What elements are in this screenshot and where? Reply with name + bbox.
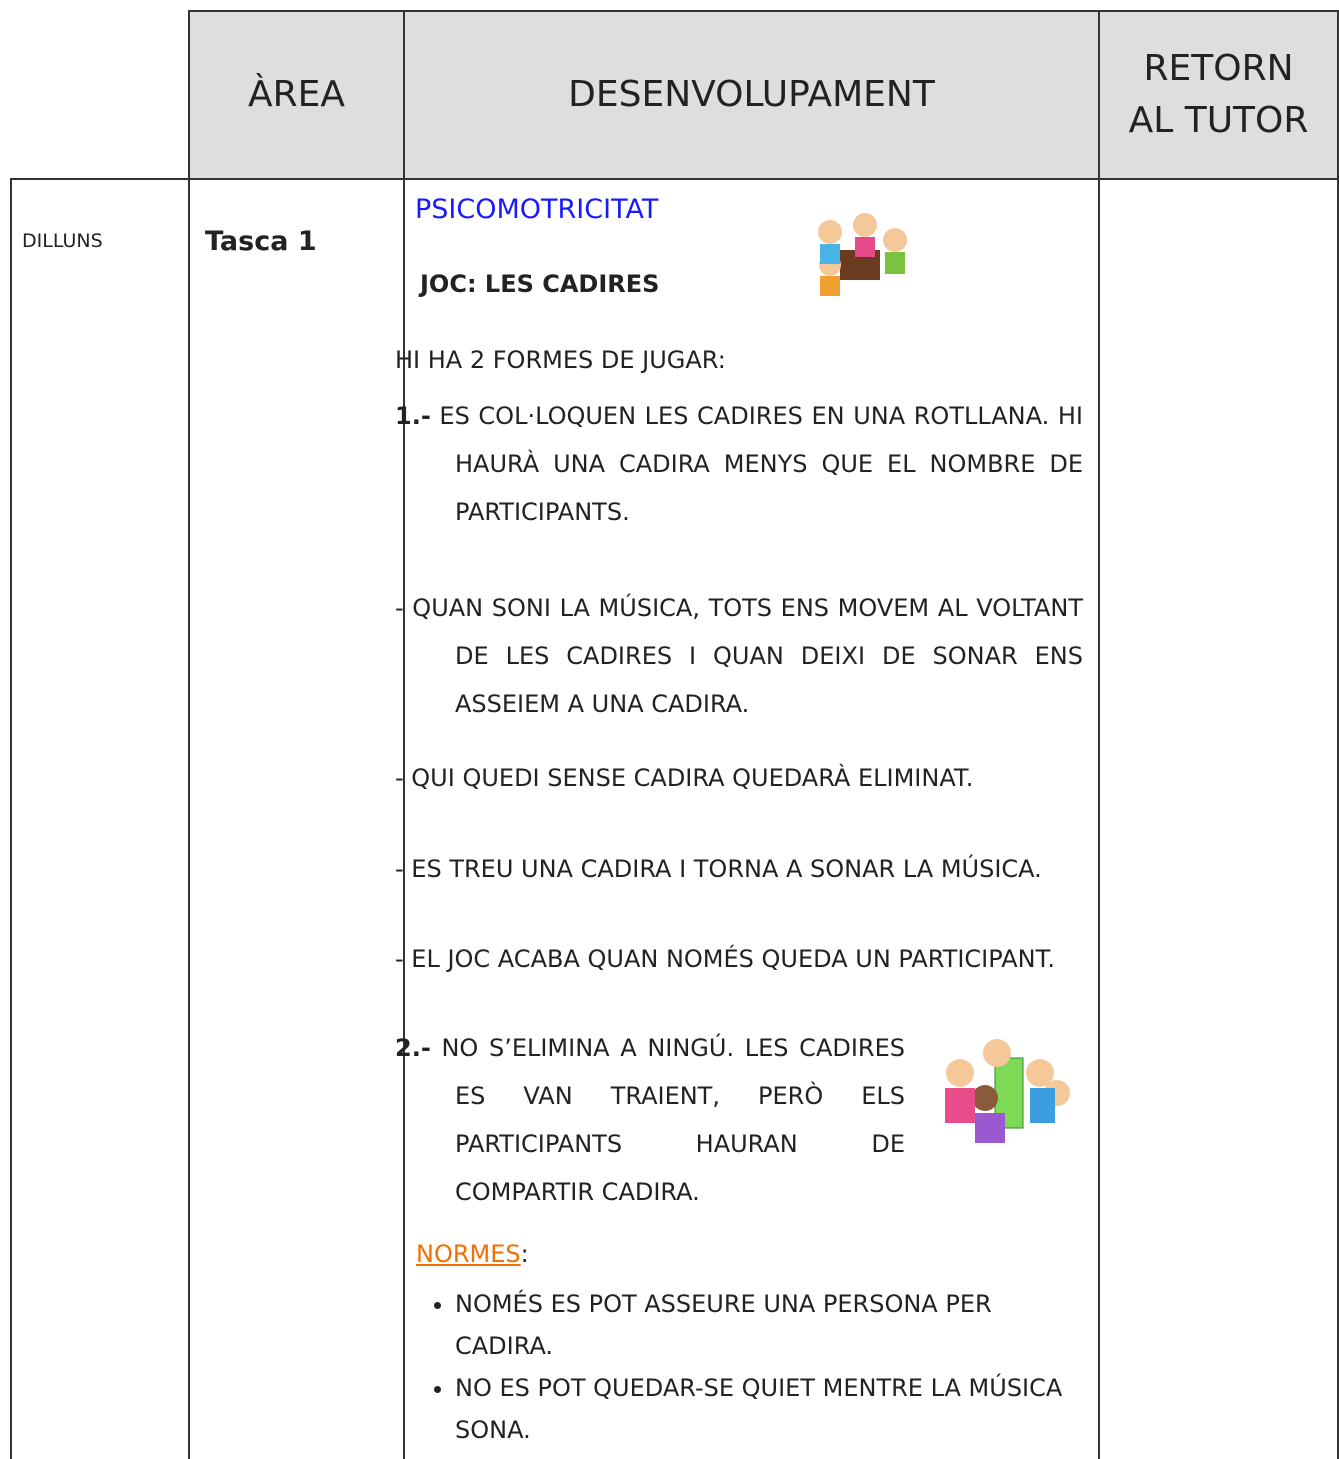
col-border — [403, 178, 405, 1459]
intro: HI HA 2 FORMES DE JUGAR: — [395, 346, 726, 374]
col-border — [1098, 178, 1100, 1459]
header-cell: RETORN AL TUTOR — [1098, 10, 1339, 180]
rule: NOMÉS ES POT ASSEURE UNA PERSONA PER CAD… — [455, 1283, 1083, 1367]
kids-image — [818, 213, 907, 296]
kids-image — [945, 1039, 1070, 1143]
header-cell: ÀREA — [188, 10, 405, 180]
colon: : — [520, 1240, 529, 1268]
text: NO S’ELIMINA A NINGÚ. LES CADIRES ES VAN… — [441, 1034, 905, 1206]
rules-list: NOMÉS ES POT ASSEURE UNA PERSONA PER CAD… — [395, 1283, 1083, 1451]
rules-heading: NORMES: — [416, 1230, 529, 1278]
header-text: DESENVOLUPAMENT — [568, 74, 935, 115]
subject: PSICOMOTRICITAT — [415, 194, 659, 225]
step: - EL JOC ACABA QUAN NOMÉS QUEDA UN PARTI… — [395, 945, 1056, 973]
marker: 2.- — [395, 1034, 431, 1062]
text: ES COL·LOQUEN LES CADIRES EN UNA ROTLLAN… — [439, 402, 1083, 526]
paragraph: 2.- NO S’ELIMINA A NINGÚ. LES CADIRES ES… — [395, 1024, 905, 1216]
step: - QUAN SONI LA MÚSICA, TOTS ENS MOVEM AL… — [395, 594, 1083, 718]
rule: NO ES POT QUEDAR-SE QUIET MENTRE LA MÚSI… — [455, 1367, 1083, 1451]
header-text: ÀREA — [247, 74, 345, 115]
step: - QUI QUEDI SENSE CADIRA QUEDARÀ ELIMINA… — [395, 764, 974, 792]
day: DILLUNS — [22, 230, 103, 252]
task: Tasca 1 — [205, 226, 317, 257]
marker: 1.- — [395, 402, 431, 430]
header-cell: DESENVOLUPAMENT — [403, 10, 1100, 180]
col-border — [188, 178, 190, 1459]
header-text: RETORN AL TUTOR — [1128, 48, 1309, 141]
game-title: JOC: LES CADIRES — [420, 270, 660, 298]
rules-title: NORMES — [416, 1240, 521, 1268]
col-border — [1337, 178, 1339, 1459]
col-border — [10, 178, 12, 1459]
row-border — [10, 178, 1339, 180]
step: - ES TREU UNA CADIRA I TORNA A SONAR LA … — [395, 855, 1042, 883]
paragraph: 1.- ES COL·LOQUEN LES CADIRES EN UNA ROT… — [395, 392, 1083, 536]
